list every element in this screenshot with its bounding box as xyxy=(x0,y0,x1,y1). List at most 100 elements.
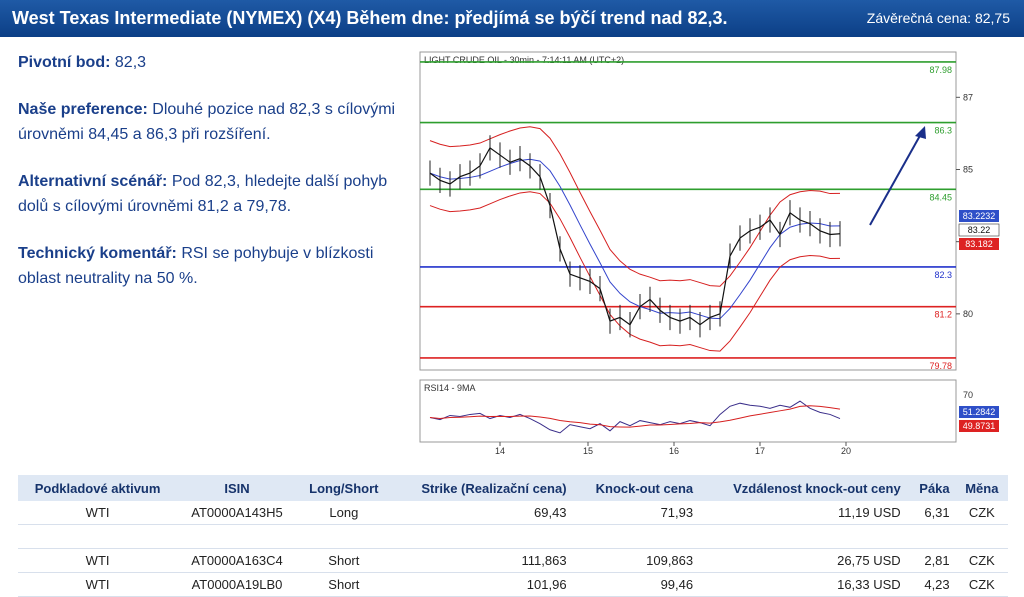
cell-knockout: 109,863 xyxy=(572,548,700,573)
chart-svg: LIGHT CRUDE OIL - 30min - 7:14:11 AM (UT… xyxy=(419,51,1000,456)
alternative-paragraph: Alternativní scénář: Pod 82,3, hledejte … xyxy=(18,169,398,219)
x-tick-label-1: 15 xyxy=(583,446,593,456)
cell-leverage: 4,23 xyxy=(906,572,956,597)
cell-isin: AT0000A163C4 xyxy=(177,548,297,573)
table-row: WTI AT0000A143H5 Long 69,43 71,93 11,19 … xyxy=(18,501,1008,525)
rsi-ma-label: 49.8731 xyxy=(963,421,996,431)
level-label-3: 82.3 xyxy=(934,270,952,280)
closing-price: Závěrečná cena: 82,75 xyxy=(866,10,1010,26)
cell-isin: AT0000A143H5 xyxy=(177,501,297,525)
last-price-label: 83.22 xyxy=(968,225,991,235)
cell-empty xyxy=(955,524,1008,549)
alternative-label: Alternativní scénář: xyxy=(18,173,168,190)
preference-text: Dlouhé pozice nad 82,3 s cílovými úrovně… xyxy=(18,101,396,143)
table-row: WTI AT0000A19LB0 Short 101,96 99,46 16,3… xyxy=(18,572,1008,597)
rsi-value-tag xyxy=(959,406,999,418)
alternative-text: Pod 82,3, hledejte další pohyb dolů s cí… xyxy=(18,173,388,215)
cell-leverage: 2,81 xyxy=(906,548,956,573)
level-label-2: 84.45 xyxy=(929,192,952,202)
cell-empty xyxy=(390,524,573,549)
price-plot-area xyxy=(419,51,957,371)
preference-paragraph: Naše preference: Dlouhé pozice nad 82,3 … xyxy=(18,97,398,147)
price-chart: LIGHT CRUDE OIL - 30min - 7:14:11 AM (UT… xyxy=(418,50,1018,460)
rsi-tick-label: 70 xyxy=(963,390,973,400)
pivot-value: 82,3 xyxy=(114,54,147,71)
cell-strike: 69,43 xyxy=(390,501,573,525)
last-price-tag xyxy=(958,223,1000,237)
cell-leverage: 6,31 xyxy=(906,501,956,525)
cell-isin: AT0000A19LB0 xyxy=(177,572,297,597)
bollinger-lower-band xyxy=(429,191,841,352)
cell-knockout-distance: 26,75 USD xyxy=(699,548,907,573)
rsi-ma-line xyxy=(429,405,841,428)
bullish-arrow-head xyxy=(915,126,926,139)
level-label-5: 79.78 xyxy=(929,361,952,371)
chart-title: LIGHT CRUDE OIL - 30min - 7:14:11 AM (UT… xyxy=(424,55,624,65)
cell-strike: 111,863 xyxy=(390,548,573,573)
level-label-0: 87.98 xyxy=(929,65,952,75)
cell-knockout: 99,46 xyxy=(572,572,700,597)
rsi-ma-tag xyxy=(959,420,999,432)
cell-knockout: 71,93 xyxy=(572,501,700,525)
rsi-plot-area xyxy=(419,379,957,443)
cell-empty xyxy=(906,524,956,549)
header-bar: West Texas Intermediate (NYMEX) (X4) Běh… xyxy=(0,0,1024,37)
upper-band-label: 83.2232 xyxy=(963,211,996,221)
x-tick-label-2: 16 xyxy=(669,446,679,456)
col-currency: Měna xyxy=(955,475,1008,501)
cell-empty xyxy=(699,524,907,549)
table-row-empty xyxy=(18,524,1008,549)
preference-label: Naše preference: xyxy=(18,101,148,118)
cell-empty xyxy=(177,524,297,549)
level-label-4: 81.2 xyxy=(934,310,952,320)
y-tick-label-1: 85 xyxy=(963,164,973,174)
x-tick-label-0: 14 xyxy=(495,446,505,456)
y-tick-label-3: 80 xyxy=(963,309,973,319)
cell-currency: CZK xyxy=(955,572,1008,597)
x-tick-label-3: 17 xyxy=(755,446,765,456)
pivot-paragraph: Pivotní bod: 82,3 xyxy=(18,50,398,75)
products-table: Podkladové aktivum ISIN Long/Short Strik… xyxy=(18,475,1008,597)
col-knockout-distance: Vzdálenost knock-out ceny xyxy=(699,475,907,501)
level-label-1: 86.3 xyxy=(934,126,952,136)
cell-empty xyxy=(572,524,700,549)
analysis-panel: Pivotní bod: 82,3 Naše preference: Dlouh… xyxy=(18,50,398,313)
cell-knockout-distance: 16,33 USD xyxy=(699,572,907,597)
rsi-value-label: 51.2842 xyxy=(963,407,996,417)
cell-empty xyxy=(296,524,391,549)
x-tick-label-4: 20 xyxy=(841,446,851,456)
cell-long-short: Short xyxy=(296,548,391,573)
cell-long-short: Long xyxy=(296,501,391,525)
y-tick-label-0: 87 xyxy=(963,92,973,102)
page-title: West Texas Intermediate (NYMEX) (X4) Běh… xyxy=(12,8,728,28)
lower-band-tag xyxy=(959,238,999,250)
col-leverage: Páka xyxy=(906,475,956,501)
technical-text: RSI se pohybuje v blízkosti oblast neutr… xyxy=(18,245,374,287)
cell-long-short: Short xyxy=(296,572,391,597)
col-knockout: Knock-out cena xyxy=(572,475,700,501)
cell-empty xyxy=(18,524,178,549)
col-underlying: Podkladové aktivum xyxy=(18,475,178,501)
cell-underlying: WTI xyxy=(18,548,178,573)
price-line xyxy=(429,146,841,326)
moving-average-line xyxy=(429,158,841,320)
upper-band-tag xyxy=(959,210,999,222)
col-long-short: Long/Short xyxy=(296,475,391,501)
cell-currency: CZK xyxy=(955,548,1008,573)
cell-strike: 101,96 xyxy=(390,572,573,597)
cell-knockout-distance: 11,19 USD xyxy=(699,501,907,525)
technical-label: Technický komentář: xyxy=(18,245,177,262)
technical-paragraph: Technický komentář: RSI se pohybuje v bl… xyxy=(18,241,398,291)
cell-underlying: WTI xyxy=(18,501,178,525)
col-strike: Strike (Realizační cena) xyxy=(390,475,573,501)
col-isin: ISIN xyxy=(177,475,297,501)
bullish-arrow-shaft xyxy=(869,131,923,226)
cell-currency: CZK xyxy=(955,501,1008,525)
table-header-row: Podkladové aktivum ISIN Long/Short Strik… xyxy=(18,475,1008,501)
lower-band-label: 83.182 xyxy=(965,239,993,249)
table-row: WTI AT0000A163C4 Short 111,863 109,863 2… xyxy=(18,548,1008,573)
bollinger-upper-band xyxy=(429,126,841,287)
pivot-label: Pivotní bod: xyxy=(18,54,111,71)
cell-underlying: WTI xyxy=(18,572,178,597)
rsi-title: RSI14 - 9MA xyxy=(424,383,476,393)
